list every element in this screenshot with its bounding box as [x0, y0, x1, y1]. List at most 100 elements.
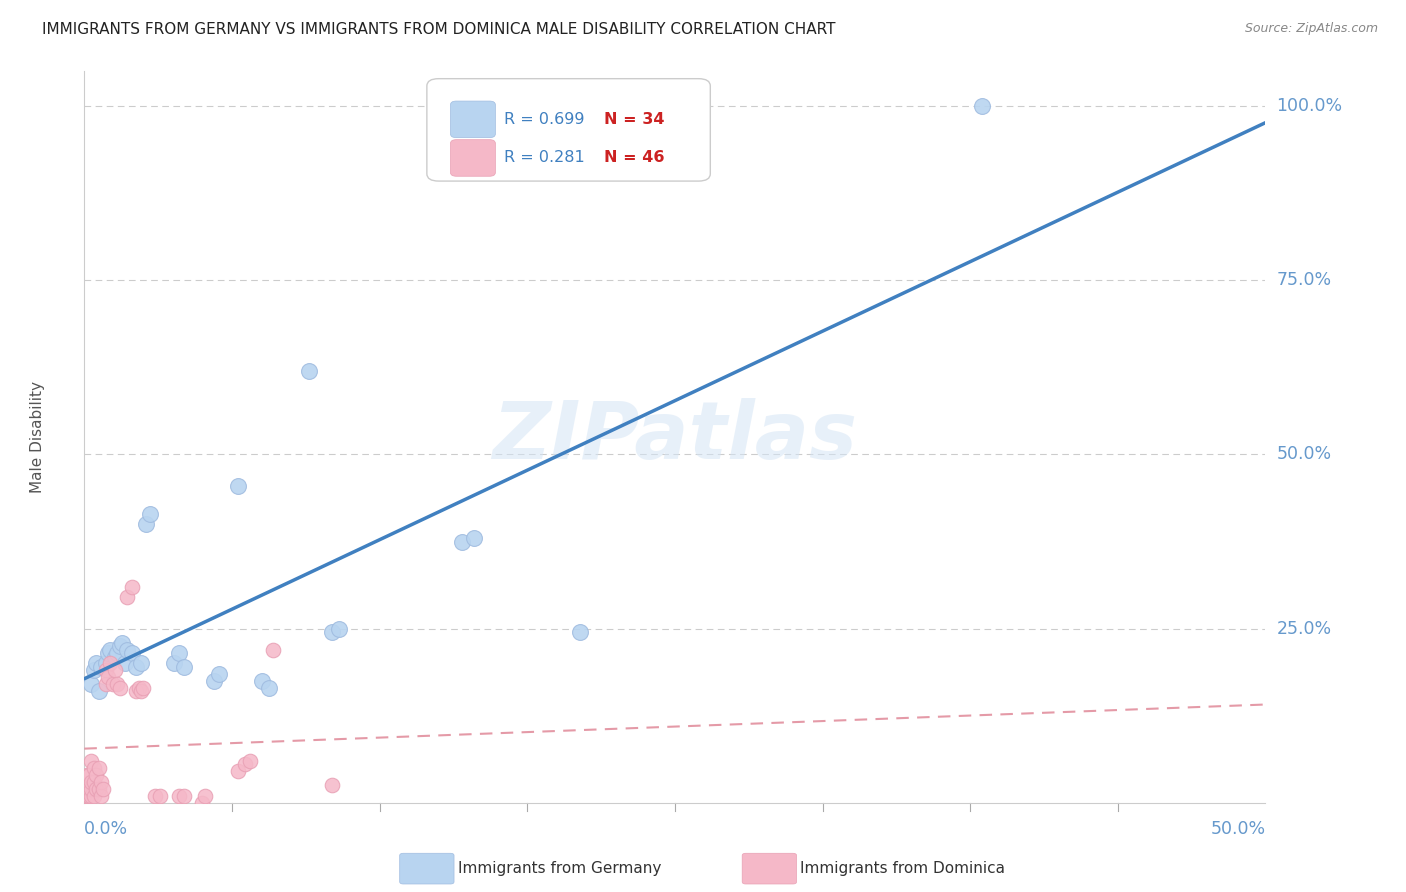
Point [239, 754, 262, 768]
Point [90, 775, 112, 789]
Point [114, 657, 136, 671]
Point [87, 781, 110, 796]
Point [76, 789, 98, 803]
Point [298, 364, 321, 378]
Point [83, 789, 105, 803]
Point [167, 646, 190, 660]
Point [233, 757, 256, 772]
Point [321, 625, 343, 640]
Point [167, 789, 190, 803]
Point [143, 789, 166, 803]
Text: Immigrants from Dominica: Immigrants from Dominica [800, 861, 1005, 876]
Point [94, 664, 117, 678]
Text: R = 0.281: R = 0.281 [503, 151, 585, 165]
Point [101, 677, 124, 691]
Point [226, 479, 249, 493]
Point [202, 673, 225, 688]
Point [98, 657, 121, 671]
Text: N = 46: N = 46 [605, 151, 665, 165]
Point [83, 761, 105, 775]
Text: Immigrants from Germany: Immigrants from Germany [457, 861, 661, 876]
Point [77, 768, 100, 782]
Point [173, 789, 195, 803]
Point [97, 646, 120, 660]
Point [569, 625, 592, 640]
Point [262, 642, 284, 657]
Point [191, 796, 214, 810]
Point [73, 789, 96, 803]
Point [84, 781, 107, 796]
Point [328, 622, 350, 636]
Point [250, 673, 273, 688]
Point [129, 657, 152, 671]
Point [87, 684, 110, 698]
Text: Source: ZipAtlas.com: Source: ZipAtlas.com [1244, 22, 1378, 36]
Point [257, 681, 280, 695]
Point [970, 99, 993, 113]
FancyBboxPatch shape [399, 854, 454, 884]
Point [321, 778, 343, 792]
Point [115, 591, 138, 605]
Point [80, 775, 103, 789]
Text: IMMIGRANTS FROM GERMANY VS IMMIGRANTS FROM DOMINICA MALE DISABILITY CORRELATION : IMMIGRANTS FROM GERMANY VS IMMIGRANTS FR… [42, 22, 835, 37]
Point [80, 781, 103, 796]
Point [173, 660, 195, 674]
Point [125, 684, 148, 698]
Text: 50.0%: 50.0% [1277, 445, 1331, 464]
Point [77, 789, 100, 803]
Point [90, 660, 112, 674]
Point [80, 789, 103, 803]
Point [125, 660, 148, 674]
Point [208, 667, 231, 681]
Point [104, 649, 127, 664]
Point [83, 775, 105, 789]
Point [84, 657, 107, 671]
Point [194, 789, 217, 803]
Point [90, 789, 112, 803]
Text: 50.0%: 50.0% [1211, 821, 1265, 838]
FancyBboxPatch shape [427, 78, 710, 181]
Point [94, 677, 117, 691]
FancyBboxPatch shape [450, 101, 495, 137]
Text: N = 34: N = 34 [605, 112, 665, 127]
Point [108, 681, 131, 695]
Text: Male Disability: Male Disability [30, 381, 45, 493]
Point [135, 517, 157, 532]
Point [132, 681, 155, 695]
Point [121, 646, 143, 660]
Point [107, 646, 129, 660]
Point [107, 677, 129, 691]
Point [76, 768, 98, 782]
Text: 25.0%: 25.0% [1277, 620, 1331, 638]
Point [121, 580, 143, 594]
Point [76, 781, 98, 796]
Point [87, 761, 110, 775]
Text: 100.0%: 100.0% [1277, 97, 1343, 115]
Point [163, 657, 186, 671]
Point [104, 664, 127, 678]
FancyBboxPatch shape [450, 140, 495, 177]
Point [463, 531, 485, 545]
Text: 0.0%: 0.0% [84, 821, 128, 838]
Point [128, 681, 150, 695]
Point [108, 639, 131, 653]
Point [80, 754, 103, 768]
Point [91, 781, 114, 796]
Text: 75.0%: 75.0% [1277, 271, 1331, 289]
Point [98, 642, 121, 657]
Point [129, 684, 152, 698]
Point [451, 534, 474, 549]
Point [83, 664, 105, 678]
Point [139, 507, 162, 521]
FancyBboxPatch shape [742, 854, 797, 884]
Point [84, 768, 107, 782]
Point [94, 657, 117, 671]
Point [111, 635, 134, 649]
Point [77, 781, 100, 796]
Text: R = 0.699: R = 0.699 [503, 112, 583, 127]
Text: ZIPatlas: ZIPatlas [492, 398, 858, 476]
Point [115, 642, 138, 657]
Point [149, 789, 172, 803]
Point [80, 677, 103, 691]
Point [226, 764, 249, 779]
